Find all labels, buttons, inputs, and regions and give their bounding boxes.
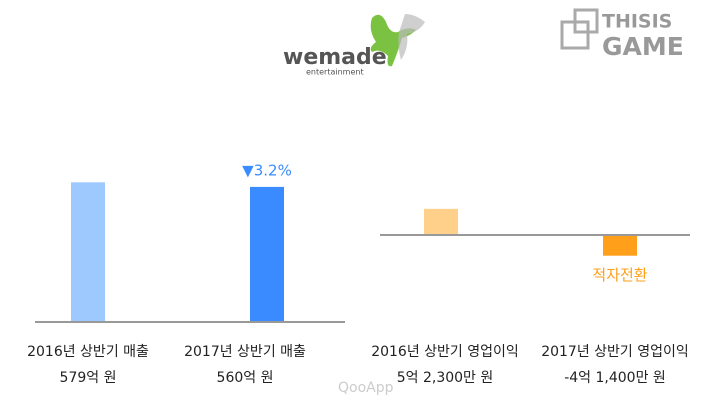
value-label: 579억 원 [60,370,117,386]
value-label: -4억 1,400만 원 [564,370,666,386]
value-label: 5억 2,300만 원 [397,370,494,386]
logo-splat [370,14,416,67]
annotation: ▼3.2% [242,161,292,179]
category-label: 2016년 상반기 매출 [27,344,149,360]
logo-subtext: entertainment [306,68,364,77]
value-label: 560억 원 [217,370,274,386]
annotation: 적자전환 [592,266,647,284]
category-label: 2017년 상반기 영업이익 [541,344,689,360]
category-label: 2016년 상반기 영업이익 [371,344,519,360]
bar [250,186,284,322]
logo-splat-gray [398,14,425,60]
logo-text: wemade [283,45,387,70]
wemade-logo: wemade entertainment [283,14,425,77]
logo-box [573,8,599,34]
bar [71,182,105,322]
logo-text: THISIS [602,11,672,33]
watermark: QooApp [338,380,394,396]
bar [603,235,637,256]
thisisgame-logo: THISIS GAME [560,8,684,61]
category-label: 2017년 상반기 매출 [184,344,306,360]
bar [424,208,458,235]
logo-text: GAME [602,32,684,61]
